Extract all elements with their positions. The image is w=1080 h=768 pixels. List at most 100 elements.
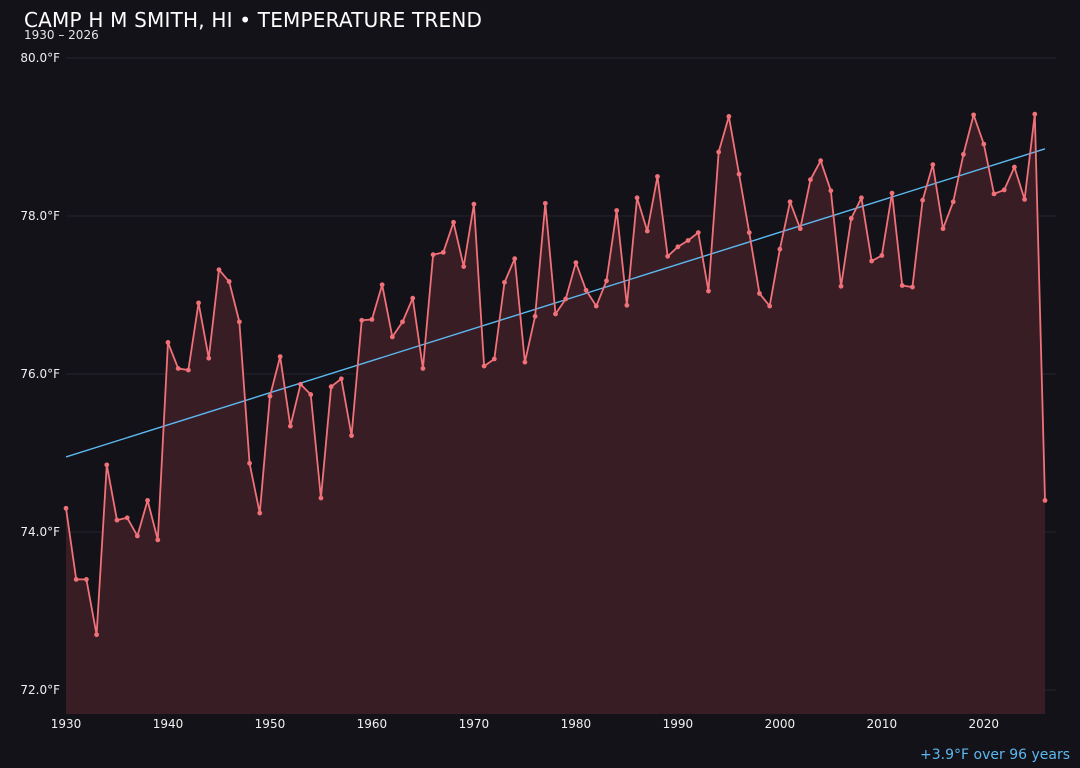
data-point bbox=[910, 284, 915, 290]
data-point bbox=[716, 149, 722, 155]
data-point bbox=[614, 208, 620, 213]
data-point bbox=[767, 303, 773, 309]
data-point bbox=[369, 317, 375, 322]
data-point bbox=[461, 264, 467, 269]
data-point bbox=[879, 253, 885, 258]
data-point bbox=[430, 252, 436, 258]
data-point bbox=[757, 291, 762, 296]
trend-summary: +3.9°F over 96 years bbox=[920, 747, 1070, 763]
data-point bbox=[624, 302, 630, 308]
data-point bbox=[359, 317, 365, 323]
chart-subtitle: 1930 – 2026 bbox=[24, 28, 99, 42]
x-tick-label: 1960 bbox=[357, 717, 388, 731]
data-point bbox=[777, 246, 783, 252]
data-point bbox=[389, 334, 395, 340]
data-point bbox=[328, 384, 334, 390]
y-tick-label: 74.0°F bbox=[20, 525, 60, 539]
data-point bbox=[1022, 197, 1027, 202]
data-point bbox=[899, 283, 905, 288]
data-point bbox=[84, 577, 89, 582]
data-point bbox=[400, 319, 405, 325]
data-point bbox=[563, 296, 569, 302]
data-point bbox=[981, 141, 987, 147]
data-point bbox=[808, 177, 813, 183]
data-point bbox=[797, 226, 803, 232]
data-point bbox=[247, 460, 252, 466]
data-point bbox=[298, 381, 303, 387]
x-axis-ticks: 1930 1940 1950 1960 1970 1980 1990 2000 2010 2020 bbox=[51, 717, 999, 731]
data-point bbox=[838, 283, 844, 289]
data-point bbox=[318, 495, 324, 501]
data-point bbox=[675, 244, 681, 250]
data-point bbox=[828, 188, 834, 194]
data-point bbox=[685, 238, 691, 243]
data-point bbox=[787, 199, 793, 205]
data-point bbox=[971, 112, 977, 118]
data-point bbox=[1001, 187, 1007, 193]
y-tick-label: 76.0°F bbox=[20, 367, 60, 381]
data-point bbox=[349, 433, 354, 439]
data-point bbox=[471, 201, 477, 207]
data-point bbox=[124, 515, 130, 521]
data-point bbox=[257, 510, 263, 516]
data-point bbox=[379, 282, 385, 288]
data-point bbox=[338, 376, 344, 382]
x-tick-label: 1950 bbox=[255, 717, 286, 731]
data-point bbox=[185, 367, 191, 373]
data-point bbox=[859, 195, 864, 201]
data-point bbox=[940, 226, 946, 232]
x-tick-label: 1970 bbox=[459, 717, 490, 731]
data-point bbox=[532, 313, 538, 319]
data-point bbox=[134, 533, 140, 539]
data-point bbox=[818, 158, 824, 164]
data-point bbox=[175, 366, 181, 371]
data-point bbox=[583, 287, 589, 293]
y-tick-label: 78.0°F bbox=[20, 209, 60, 223]
trend-line-group bbox=[65, 148, 1046, 458]
x-tick-label: 1930 bbox=[51, 717, 82, 731]
data-point bbox=[114, 517, 120, 523]
data-point bbox=[604, 278, 609, 284]
data-point bbox=[63, 505, 69, 511]
y-tick-label: 72.0°F bbox=[20, 683, 60, 697]
data-points-group bbox=[63, 111, 1048, 638]
data-point bbox=[746, 230, 752, 235]
data-point bbox=[930, 162, 936, 168]
data-point bbox=[512, 256, 518, 262]
y-axis-ticks: 72.0°F 74.0°F 76.0°F 78.0°F 80.0°F bbox=[20, 51, 60, 697]
x-tick-label: 2020 bbox=[969, 717, 1000, 731]
data-point bbox=[481, 363, 487, 369]
y-tick-label: 80.0°F bbox=[20, 51, 60, 65]
data-point bbox=[889, 190, 895, 196]
data-point bbox=[706, 288, 711, 294]
data-point bbox=[920, 197, 926, 203]
data-point bbox=[542, 200, 548, 206]
data-point bbox=[950, 199, 956, 205]
data-point bbox=[491, 356, 497, 362]
data-point bbox=[634, 195, 640, 201]
data-point bbox=[1042, 498, 1048, 503]
data-point bbox=[665, 253, 671, 259]
data-point bbox=[206, 355, 212, 361]
data-point bbox=[655, 174, 660, 179]
data-point bbox=[695, 230, 701, 235]
data-point bbox=[869, 258, 875, 264]
area-fill bbox=[66, 114, 1045, 715]
area-fill-group bbox=[66, 114, 1045, 715]
data-point bbox=[1012, 164, 1017, 170]
data-point bbox=[440, 249, 446, 255]
data-point bbox=[991, 191, 997, 197]
data-point bbox=[196, 300, 201, 306]
data-point bbox=[420, 366, 426, 371]
data-point bbox=[848, 215, 854, 221]
data-point bbox=[1032, 111, 1038, 117]
data-point bbox=[287, 423, 293, 429]
data-point bbox=[451, 219, 456, 225]
trend-line bbox=[65, 148, 1046, 458]
data-point bbox=[277, 354, 283, 360]
data-point bbox=[644, 228, 650, 234]
data-point bbox=[94, 632, 99, 638]
data-point bbox=[267, 393, 273, 399]
data-point bbox=[502, 279, 507, 285]
